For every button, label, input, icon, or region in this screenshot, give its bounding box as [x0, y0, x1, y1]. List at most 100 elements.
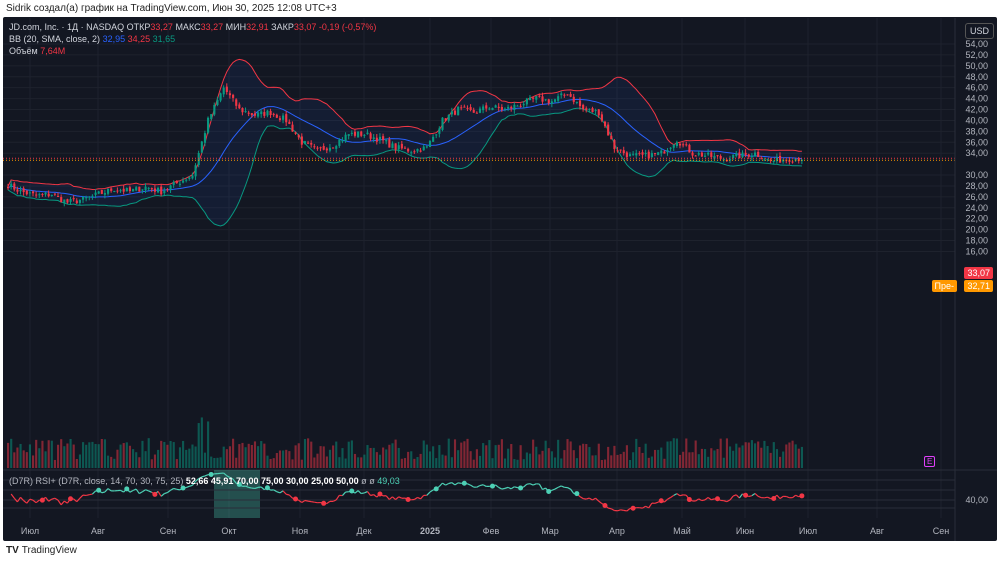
rsi-v0: 52,66: [185, 476, 209, 486]
candle-body: [141, 189, 144, 191]
candle-body: [157, 187, 160, 193]
bb-legend[interactable]: BB (20, SMA, close, 2) 32,95 34,25 31,65: [9, 34, 175, 44]
rsi-line-segment: [592, 497, 596, 501]
volume-legend[interactable]: Объём 7,64M: [9, 46, 65, 56]
candle-body: [97, 191, 100, 194]
candle-body: [41, 194, 44, 196]
candle-body: [413, 151, 416, 153]
rsi-line-segment: [586, 497, 590, 500]
candle-body: [522, 104, 525, 106]
rsi-line-segment: [642, 505, 646, 509]
candle-body: [422, 146, 425, 151]
volume-bar: [397, 447, 400, 468]
volume-bar: [263, 443, 266, 468]
rsi-signal-dot: [377, 491, 383, 497]
rsi-line-segment: [145, 489, 149, 492]
rsi-line-segment: [729, 495, 734, 501]
candle-body: [441, 117, 444, 130]
volume-bar: [438, 445, 441, 468]
candle-body: [219, 93, 222, 101]
bb-lower-line: [7, 107, 802, 227]
brand-label: TradingView: [21, 545, 77, 556]
volume-bar: [78, 454, 82, 468]
candle-body: [57, 195, 60, 197]
volume-bar: [200, 417, 203, 468]
candle-body: [216, 99, 219, 106]
bb-upper: 34,25: [127, 34, 151, 44]
symbol-legend: JD.com, Inc. · 1Д · NASDAQ ОТКР33,27 МАК…: [9, 22, 376, 32]
volume-bar: [116, 449, 119, 468]
rsi-line-segment: [89, 493, 93, 496]
volume-bar: [403, 458, 407, 468]
volume-bar: [241, 442, 244, 468]
rsi-line-segment: [395, 496, 400, 501]
volume-bar: [366, 445, 369, 468]
symbol-title[interactable]: JD.com, Inc. · 1Д · NASDAQ: [9, 22, 125, 32]
volume-bar: [225, 449, 228, 468]
candle-body: [378, 136, 382, 141]
rsi-signal-dot: [574, 491, 580, 497]
rsi-line-segment: [623, 509, 627, 512]
volume-bar: [216, 457, 219, 468]
volume-bar: [147, 438, 150, 468]
candle-body: [763, 159, 766, 161]
time-axis-label: Окт: [221, 526, 236, 536]
currency-button[interactable]: USD: [964, 23, 994, 39]
candle-body: [238, 104, 241, 109]
volume-bar: [391, 443, 394, 468]
volume-bar: [113, 458, 116, 468]
volume-bar: [97, 444, 100, 468]
volume-bar: [382, 447, 385, 468]
price-axis-label: 36,00: [965, 137, 988, 147]
volume-bar: [38, 448, 41, 468]
volume-bar: [532, 439, 535, 468]
candle-body: [675, 142, 678, 146]
volume-bar: [269, 458, 272, 468]
rsi-line-segment: [617, 509, 621, 512]
chart-panel[interactable]: [3, 17, 997, 541]
volume-bar: [744, 442, 747, 468]
candle-body: [285, 114, 288, 123]
rsi-line-segment: [398, 496, 403, 499]
candle-body: [266, 110, 269, 116]
volume-bar: [619, 454, 622, 468]
rsi-signal-dot: [208, 471, 214, 477]
candle-body: [478, 108, 482, 113]
rsi-line-segment: [32, 499, 37, 504]
volume-bar: [657, 449, 660, 468]
volume-bar: [19, 443, 22, 468]
candle-body: [247, 112, 250, 114]
rsi-line-segment: [288, 494, 293, 499]
rsi-axis-label: 40,00: [965, 495, 988, 505]
premarket-label: Пре-: [931, 280, 957, 292]
volume-bar: [669, 441, 672, 468]
price-axis-label: 46,00: [965, 83, 988, 93]
candle-body: [510, 106, 513, 109]
earnings-marker[interactable]: E: [924, 456, 936, 467]
rsi-line-segment: [454, 482, 459, 486]
tradingview-brand: TV TradingView: [6, 545, 77, 556]
volume-bar: [569, 441, 572, 468]
rsi-line-segment: [554, 486, 559, 490]
volume-bar: [728, 446, 732, 468]
volume-bar: [353, 453, 357, 468]
volume-bar: [338, 457, 341, 468]
volume-bar: [700, 448, 703, 468]
volume-bar: [791, 440, 794, 468]
candle-body: [710, 152, 713, 157]
volume-bar: [513, 459, 516, 468]
rsi-line-segment: [191, 481, 196, 486]
candle-body: [741, 152, 744, 158]
rsi-signal-dot: [658, 498, 664, 504]
volume-bar: [341, 448, 344, 468]
volume-bar: [772, 442, 775, 468]
volume-bar: [303, 439, 307, 468]
time-axis-label: Май: [673, 526, 691, 536]
candle-body: [88, 196, 91, 198]
rsi-legend[interactable]: (D7R) RSI+ (D7R, close, 14, 70, 30, 75, …: [9, 476, 400, 486]
rsi-line-segment: [167, 489, 171, 494]
candle-body: [178, 183, 182, 185]
rsi-line-segment: [129, 489, 134, 493]
rsi-line-segment: [107, 488, 112, 492]
